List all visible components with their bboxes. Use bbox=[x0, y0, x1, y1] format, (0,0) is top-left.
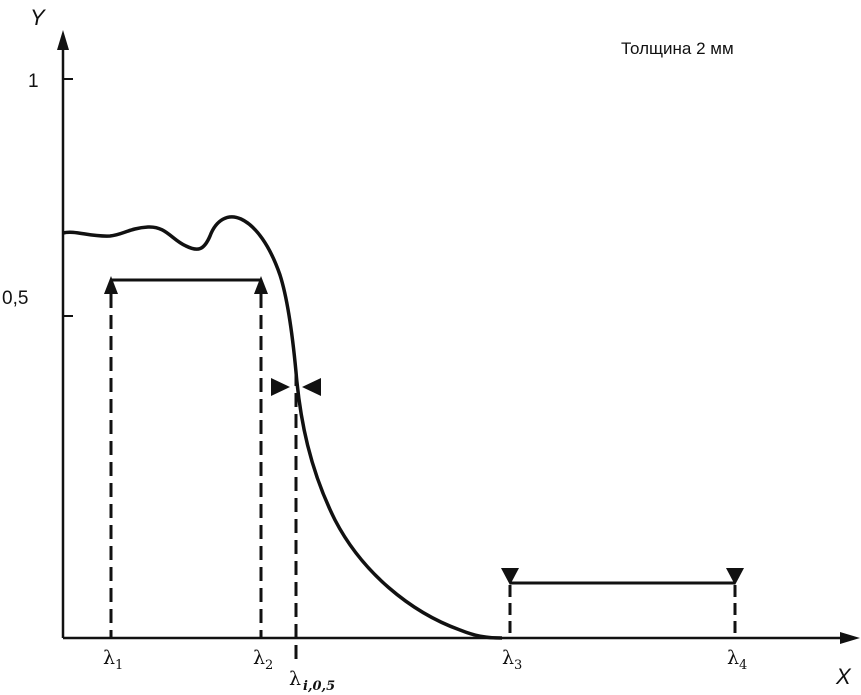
x-axis-arrow bbox=[840, 632, 860, 644]
y-tick-label-1: 1 bbox=[28, 71, 39, 92]
lambda-i-arrow-right bbox=[302, 378, 321, 396]
lambda-1-label: λ1 bbox=[103, 647, 123, 673]
y-tick-label-0-5: 0,5 bbox=[2, 288, 28, 309]
thickness-note: Толщина 2 мм bbox=[621, 39, 734, 58]
lambda-i-label: λ i,0,5 bbox=[289, 668, 335, 694]
lambda-i-arrow-left bbox=[271, 378, 290, 396]
y-axis-arrow bbox=[57, 30, 69, 50]
x-axis-label: X bbox=[835, 664, 852, 689]
lambda-2-label: λ2 bbox=[253, 647, 273, 673]
lambda-3-label: λ3 bbox=[502, 647, 522, 673]
y-axis-label: Y bbox=[30, 5, 46, 30]
lambda-4-label: λ4 bbox=[727, 647, 747, 673]
